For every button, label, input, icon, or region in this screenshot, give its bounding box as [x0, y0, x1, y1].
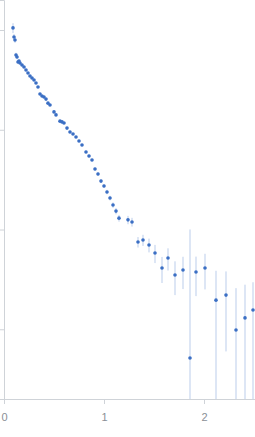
data-point [147, 243, 151, 247]
data-point [36, 85, 40, 89]
x-tick-mark [104, 399, 105, 404]
data-point [136, 240, 140, 244]
y-tick [0, 230, 4, 231]
data-point [224, 293, 228, 297]
data-point [15, 55, 19, 59]
chart-svg: 0 1 2 [0, 0, 255, 437]
y-tick-mark [0, 230, 4, 231]
data-point [84, 150, 88, 154]
data-point [90, 158, 94, 162]
data-point [102, 184, 106, 188]
data-point [194, 270, 198, 274]
data-point [74, 135, 78, 139]
y-tick [0, 130, 4, 131]
data-point [68, 130, 72, 134]
data-point [32, 78, 36, 82]
plot: 0 1 2 [0, 1, 255, 437]
x-tick-label: 1 [101, 411, 107, 423]
y-tick [0, 30, 4, 31]
data-point [108, 196, 112, 200]
data-point [48, 103, 52, 107]
data-point [34, 81, 38, 85]
data-point [93, 167, 97, 171]
data-point [188, 356, 192, 360]
y-tick-mark [0, 30, 4, 31]
data-point [126, 218, 130, 222]
data-point [54, 113, 58, 117]
data-point [77, 139, 81, 143]
data-point [99, 179, 103, 183]
data-point [203, 266, 207, 270]
data-point [153, 251, 157, 255]
data-point [243, 316, 247, 320]
data-point [96, 172, 100, 176]
error-bar [175, 261, 176, 295]
y-tick-mark [0, 130, 4, 131]
x-tick: 1 [101, 399, 107, 423]
x-tick-label: 0 [1, 411, 7, 423]
data-point [52, 110, 56, 114]
data-point [214, 298, 218, 302]
data-point [13, 38, 17, 42]
x-tick-label: 2 [201, 411, 207, 423]
data-point [181, 268, 185, 272]
data-point [22, 65, 26, 69]
chart-container: 0 1 2 [0, 0, 255, 437]
data-point [105, 190, 109, 194]
data-point [44, 97, 48, 101]
x-axis-line [5, 400, 255, 405]
error-bar [183, 257, 184, 289]
x-tick: 2 [201, 399, 207, 423]
error-bar [216, 271, 217, 399]
y-tick [0, 329, 4, 330]
data-marks [11, 23, 255, 399]
error-bar [236, 288, 237, 399]
error-bar [162, 257, 163, 283]
error-bar [253, 282, 254, 399]
data-point [234, 328, 238, 332]
data-point [80, 143, 84, 147]
data-point [87, 154, 91, 158]
data-point [62, 121, 66, 125]
data-point [26, 71, 30, 75]
y-axis-line [0, 1, 5, 400]
data-point [11, 26, 15, 30]
data-point [160, 266, 164, 270]
error-bar [196, 257, 197, 296]
data-point [111, 203, 115, 207]
data-point [24, 68, 28, 72]
x-axis: 0 1 2 [1, 399, 255, 423]
x-tick: 0 [1, 399, 7, 423]
data-point [141, 238, 145, 242]
data-point [251, 308, 255, 312]
data-point [114, 209, 118, 213]
error-bar [205, 254, 206, 290]
data-point [117, 216, 121, 220]
x-tick-mark [204, 399, 205, 404]
error-bar [245, 285, 246, 399]
data-point [130, 220, 134, 224]
data-point [166, 256, 170, 260]
data-point [71, 132, 75, 136]
data-point [173, 273, 177, 277]
data-point [65, 126, 69, 130]
error-bar [226, 271, 227, 351]
y-axis [0, 1, 5, 400]
error-bar [190, 229, 191, 399]
y-tick-mark [0, 329, 4, 330]
